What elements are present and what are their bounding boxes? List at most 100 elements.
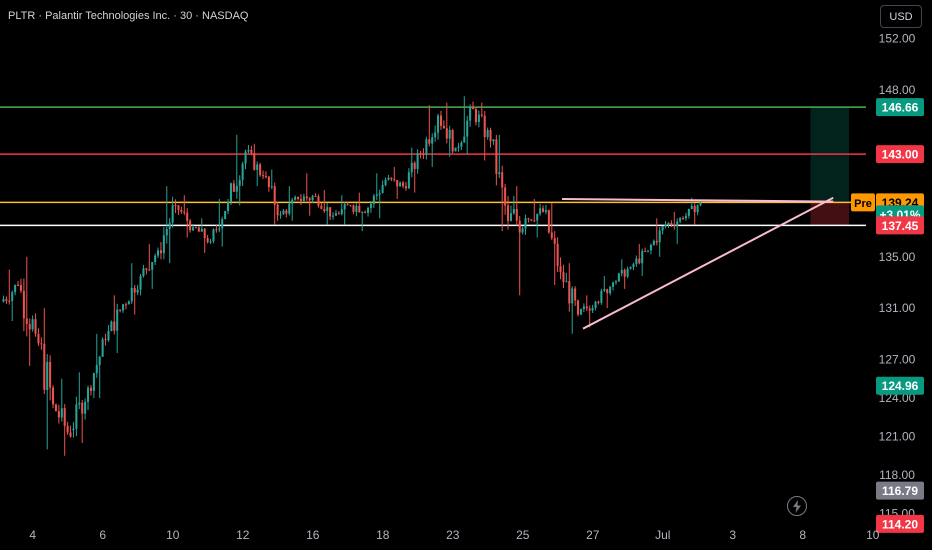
trendline-2 (561, 198, 834, 203)
candle-body (136, 289, 139, 293)
candle-body (288, 203, 291, 214)
candle-body (110, 321, 113, 332)
candle-body (515, 209, 518, 221)
candle-body (402, 182, 405, 187)
candle-body (148, 269, 151, 271)
candle-body (334, 213, 337, 216)
candle-body (404, 186, 407, 189)
candle-body (229, 183, 232, 202)
candle-body (52, 387, 55, 405)
candle-body (329, 207, 332, 217)
candle-body (159, 250, 162, 254)
candle-body (524, 218, 527, 229)
candle-body (346, 204, 349, 206)
candle-body (332, 215, 335, 217)
candle-body (113, 321, 116, 331)
candle-body (498, 172, 501, 175)
candle-body (154, 255, 157, 263)
candle-body (262, 175, 265, 177)
candle-body (381, 185, 384, 194)
candle-body (78, 402, 81, 405)
candle-body (448, 129, 451, 139)
candle-body (212, 229, 215, 242)
candle-body (682, 217, 685, 219)
time-axis[interactable] (0, 520, 866, 550)
candle-body (34, 319, 37, 334)
candle-body (550, 232, 553, 239)
candle-body (521, 228, 524, 233)
candle-body (641, 251, 644, 264)
candle-body (81, 402, 84, 414)
x-tick-label: 18 (376, 528, 390, 542)
candle-body (2, 299, 5, 302)
x-tick-label: 3 (729, 528, 736, 542)
candle-body (547, 210, 550, 233)
candle-body (37, 333, 40, 344)
price-badge-label: 114.20 (882, 517, 918, 531)
candle-body (647, 250, 650, 252)
candle-body (89, 387, 92, 391)
candle-body (509, 213, 512, 221)
candle-body (40, 343, 43, 345)
candle-body (43, 343, 46, 390)
candle-body (11, 292, 14, 301)
candle-body (17, 284, 20, 286)
candle-body (399, 182, 402, 187)
currency-button[interactable]: USD (880, 5, 922, 28)
candle-body (139, 276, 142, 290)
candle-body (57, 411, 60, 418)
candle-body (314, 195, 317, 197)
price-axis[interactable] (866, 0, 932, 520)
candle-body (367, 208, 370, 213)
candle-body (122, 304, 125, 311)
candle-body (101, 339, 104, 357)
candle-body (8, 300, 11, 302)
candle-body (477, 114, 480, 122)
candle-body (165, 229, 168, 236)
candle-body (31, 319, 34, 330)
candle-body (72, 428, 75, 431)
candle-body (107, 331, 110, 341)
x-tick-label: 12 (236, 528, 250, 542)
candle-body (183, 211, 186, 213)
candle-body (606, 289, 609, 294)
candle-body (387, 177, 390, 180)
candle-body (390, 177, 393, 180)
flash-icon[interactable] (787, 496, 807, 516)
candle-body (5, 299, 8, 301)
candle-body (492, 139, 495, 142)
candle-body (690, 205, 693, 209)
candle-body (247, 149, 250, 152)
candle-body (305, 196, 308, 199)
candle-body (676, 221, 679, 226)
candle-body (104, 339, 107, 341)
candle-body (451, 129, 454, 152)
price-badge-124.96 (876, 376, 924, 395)
candle-body (311, 195, 314, 201)
candle-body (358, 205, 361, 213)
price-badge-137.45 (876, 216, 924, 235)
candle-body (326, 207, 329, 212)
candle-body (142, 268, 145, 277)
candle-body (504, 187, 507, 206)
candle-body (209, 241, 212, 243)
candle-body (206, 238, 209, 243)
y-tick-label: 127.00 (879, 353, 916, 367)
candle-body (679, 217, 682, 222)
candle-body (276, 204, 279, 216)
candle-body (594, 301, 597, 308)
candle-body (393, 179, 396, 181)
candle-body (235, 185, 238, 192)
candle-body (133, 287, 136, 293)
x-tick-label: Jul (655, 528, 670, 542)
candle-body (559, 266, 562, 273)
candle-body (116, 309, 119, 331)
symbol-title[interactable]: PLTR · Palantir Technologies Inc. · 30 ·… (8, 10, 249, 22)
candle-body (221, 218, 224, 229)
candle-body (349, 205, 352, 207)
candle-body (203, 228, 206, 239)
candle-body (603, 289, 606, 291)
candle-body (562, 272, 565, 282)
x-tick-label: 16 (306, 528, 320, 542)
